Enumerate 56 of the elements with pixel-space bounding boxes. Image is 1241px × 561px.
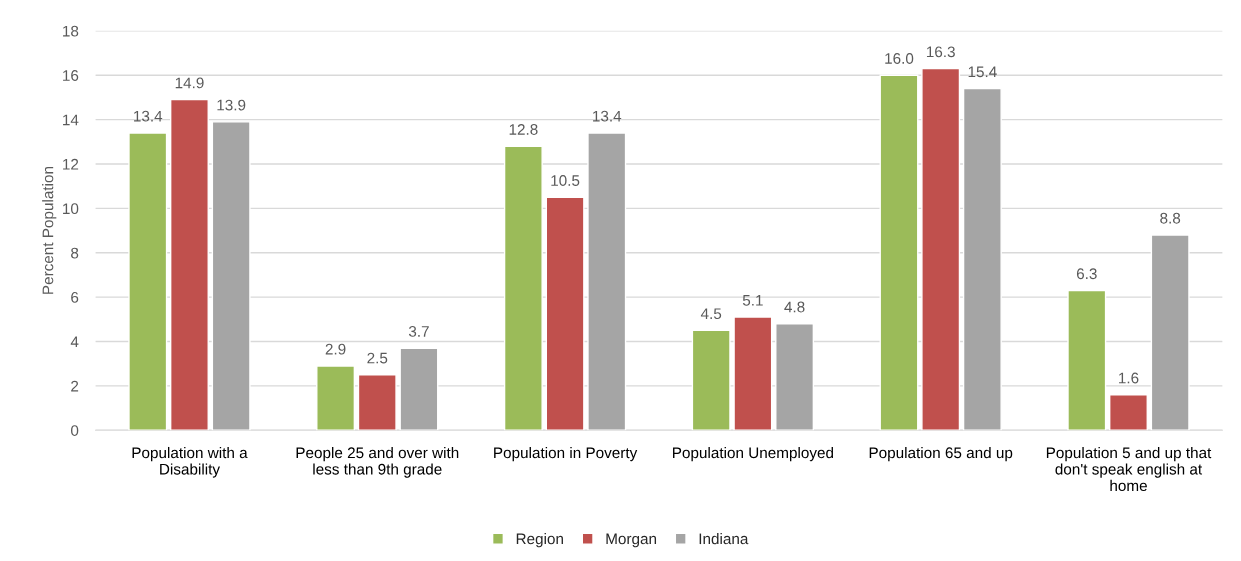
bar [503,145,543,431]
data-label: 13.9 [217,99,246,111]
data-label: 4.5 [700,308,722,320]
bar [775,323,815,431]
legend-label: Morgan [606,533,657,548]
bar [962,87,1002,431]
bar [879,74,919,431]
y-tick-label: 2 [71,380,79,392]
y-tick-label: 6 [71,292,79,303]
data-label: 10.5 [551,175,580,186]
bar [169,98,209,431]
y-tick-label: 12 [63,158,79,170]
bar [1067,289,1107,431]
x-tick-label: Population Unemployed [673,446,834,462]
data-label: 16.3 [926,46,955,58]
bar [316,365,356,431]
data-label: 6.3 [1076,268,1097,280]
data-label: 13.4 [134,110,163,122]
y-tick-label: 0 [70,425,79,436]
bar [921,67,961,431]
y-tick-label: 18 [63,25,79,37]
x-tick-label: Population with a Disability [132,446,248,478]
data-label: 5.1 [742,295,763,306]
y-tick-label: 4 [70,336,79,348]
data-label: 14.9 [175,77,204,89]
y-axis-title: Percent Population [42,167,57,294]
bar [733,316,773,431]
legend-label: Indiana [699,533,749,545]
data-label: 2.9 [325,343,346,355]
data-label: 8.8 [1160,212,1181,224]
data-label: 4.8 [784,301,805,313]
data-label: 15.4 [968,66,997,78]
bar [357,374,397,431]
data-label: 13.4 [593,110,622,122]
legend-label: Region [516,533,563,548]
data-label: 2.5 [367,352,388,364]
data-label: 3.7 [408,326,429,337]
data-label: 16.0 [885,53,914,64]
bar [545,196,585,431]
bar [128,132,168,431]
y-tick-label: 14 [63,114,79,126]
x-tick-label: Population in Poverty [494,446,638,462]
bar [399,347,439,431]
bar [1109,394,1148,431]
x-tick-label: Population 5 and up that don't speak english at home [1046,446,1212,492]
bar [587,132,627,431]
x-tick-label: People 25 and over with less than 9th grade [296,446,459,478]
y-tick-label: 8 [71,247,79,259]
data-label: 12.8 [509,124,538,135]
y-tick-label: 16 [63,70,79,81]
x-tick-label: Population 65 and up [869,446,1013,462]
y-tick-label: 10 [63,203,79,215]
data-label: 1.6 [1119,372,1139,384]
bar [1150,234,1190,431]
bar [691,329,731,431]
bar [211,121,251,431]
